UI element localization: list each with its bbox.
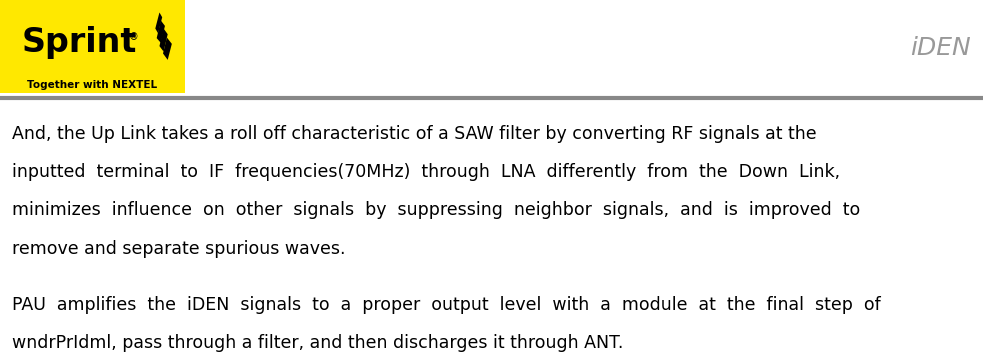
Text: ®: ®: [129, 32, 139, 42]
Polygon shape: [156, 20, 165, 43]
Text: remove and separate spurious waves.: remove and separate spurious waves.: [12, 240, 345, 258]
Bar: [0, 0, 185, 93]
Text: wndrPrIdml, pass through a filter, and then discharges it through ANT.: wndrPrIdml, pass through a filter, and t…: [12, 334, 623, 352]
Text: inputted  terminal  to  IF  frequencies(70MHz)  through  LNA  differently  from : inputted terminal to IF frequencies(70MH…: [12, 163, 839, 181]
Text: Sprint: Sprint: [22, 26, 137, 59]
Text: And, the Up Link takes a roll off characteristic of a SAW filter by converting R: And, the Up Link takes a roll off charac…: [12, 125, 817, 143]
Text: PAU  amplifies  the  iDEN  signals  to  a  proper  output  level  with  a  modul: PAU amplifies the iDEN signals to a prop…: [12, 296, 881, 314]
Polygon shape: [159, 28, 168, 52]
Text: minimizes  influence  on  other  signals  by  suppressing  neighbor  signals,  a: minimizes influence on other signals by …: [12, 201, 860, 220]
Text: Together with NEXTEL: Together with NEXTEL: [28, 80, 157, 90]
Text: iDEN: iDEN: [910, 36, 971, 60]
Polygon shape: [155, 12, 162, 33]
Polygon shape: [163, 37, 172, 60]
